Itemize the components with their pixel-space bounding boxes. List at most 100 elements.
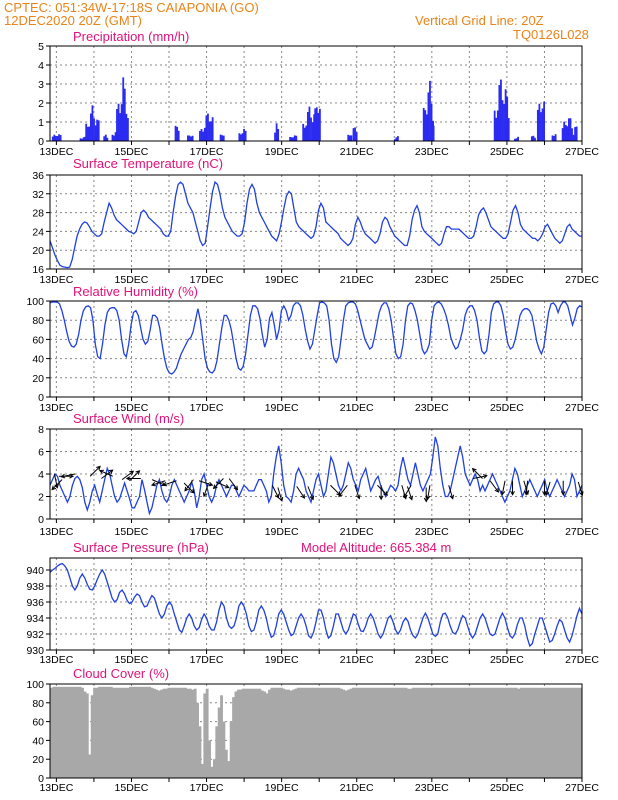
wind-arrow	[489, 480, 499, 493]
cloud-bar	[555, 687, 559, 778]
x-tick-label: 19DEC	[265, 274, 299, 286]
precip-bar	[517, 136, 519, 141]
precip-bar	[176, 126, 179, 141]
precip-bar	[207, 113, 209, 141]
cloud-bar	[347, 689, 350, 778]
panel-subtitle: Model Altitude: 665.384 m	[301, 540, 451, 555]
cloud-bar	[296, 687, 300, 778]
precip-bar	[541, 108, 544, 141]
y-tick-label: 1	[38, 117, 44, 129]
cloud-bar	[368, 687, 372, 778]
wind-arrow-head	[378, 495, 384, 501]
cloud-bar	[308, 687, 312, 778]
cloud-bar	[263, 691, 267, 778]
x-tick-label: 21DEC	[340, 146, 374, 158]
cloud-bar	[71, 686, 75, 778]
y-tick-label: 100	[26, 296, 44, 308]
x-tick-label: 23DEC	[415, 402, 449, 414]
cloud-bar	[553, 687, 557, 778]
cloud-bar	[169, 687, 173, 778]
precip-bar	[53, 134, 56, 141]
cloud-bar	[160, 689, 164, 778]
x-tick-label: 15DEC	[115, 274, 149, 286]
x-tick-label: 23DEC	[415, 526, 449, 538]
cloud-bar	[454, 687, 458, 778]
wind-arrow	[525, 480, 529, 495]
cloud-bar	[383, 687, 386, 778]
cloud-bar	[121, 687, 125, 778]
precip-bar	[564, 124, 567, 141]
precip-bar	[422, 107, 425, 141]
cloud-bar	[100, 686, 104, 778]
cloud-bar	[83, 691, 87, 778]
precip-bar	[572, 134, 575, 141]
precip-bar	[431, 122, 433, 141]
cloud-bar	[143, 686, 147, 778]
y-tick-label: 60	[32, 334, 44, 346]
cloud-bar	[117, 687, 120, 778]
cloud-bar	[193, 688, 197, 778]
x-tick-label: 17DEC	[190, 402, 224, 414]
wind-arrow-head	[309, 495, 315, 501]
wind-arrow-head	[135, 470, 141, 475]
precip-bar	[103, 136, 106, 141]
cloud-bar	[155, 689, 159, 778]
cloud-bar	[148, 686, 152, 778]
precip-bar	[501, 100, 504, 141]
wind-arrow	[121, 470, 134, 481]
wind-arrow-head	[278, 496, 284, 502]
cloud-bar	[73, 686, 77, 778]
precip-bar	[59, 135, 62, 141]
cloud-bar	[64, 686, 68, 778]
wind-arrow	[296, 486, 305, 499]
cloud-bar	[112, 687, 116, 778]
cloud-bar	[538, 687, 542, 778]
cloud-bar	[502, 687, 506, 778]
precip-bar	[574, 127, 576, 141]
precip-bar	[111, 134, 114, 141]
y-tick-label: 5	[38, 41, 44, 53]
precip-bar	[352, 128, 355, 141]
precip-bar	[86, 126, 89, 141]
cloud-bar	[457, 687, 461, 778]
y-tick-label: 2	[38, 98, 44, 110]
x-tick-label: 25DEC	[490, 274, 524, 286]
x-tick-label: 23DEC	[415, 654, 449, 666]
cloud-bar	[229, 721, 233, 778]
panel-1: Surface Temperature (nC) 16 20 24 28 32 36 13DE…	[32, 156, 599, 286]
cloud-bar	[423, 687, 427, 778]
y-tick-label: 930	[26, 645, 44, 657]
precip-bar	[310, 117, 312, 141]
precip-bar	[314, 108, 317, 141]
panel-3: Surface Wind (m/s) 0 2 4 6 8 13DEC 15DEC 17DEC 19…	[38, 411, 599, 538]
wind-arrow	[427, 485, 431, 500]
wind-arrow-head	[300, 493, 306, 499]
cloud-bar	[256, 688, 259, 778]
cloud-bar	[95, 687, 99, 778]
cloud-bar	[69, 686, 72, 778]
cloud-bar	[351, 687, 355, 778]
precip-bar	[177, 130, 180, 141]
wind-arrow	[307, 486, 314, 500]
wind-arrow	[545, 481, 551, 496]
x-tick-label: 15DEC	[115, 654, 149, 666]
cloud-bar	[126, 687, 130, 778]
cloud-bar	[450, 687, 453, 778]
precip-bar	[117, 103, 120, 141]
precip-bar	[429, 120, 432, 141]
cloud-bar	[512, 687, 516, 778]
cloud-bar	[440, 687, 444, 778]
y-tick-label: 80	[32, 698, 44, 710]
precip-bar	[122, 77, 125, 141]
precip-bar	[498, 85, 501, 141]
y-tick-label: 32	[32, 189, 44, 201]
x-tick-label: 23DEC	[415, 274, 449, 286]
wind-arrow-head	[51, 485, 57, 491]
cloud-bar	[275, 687, 279, 778]
precip-bar	[563, 121, 566, 141]
cloud-bar	[138, 686, 142, 778]
cloud-bar	[311, 687, 315, 778]
cloud-bar	[54, 686, 58, 778]
x-tick-label: 13DEC	[39, 402, 73, 414]
